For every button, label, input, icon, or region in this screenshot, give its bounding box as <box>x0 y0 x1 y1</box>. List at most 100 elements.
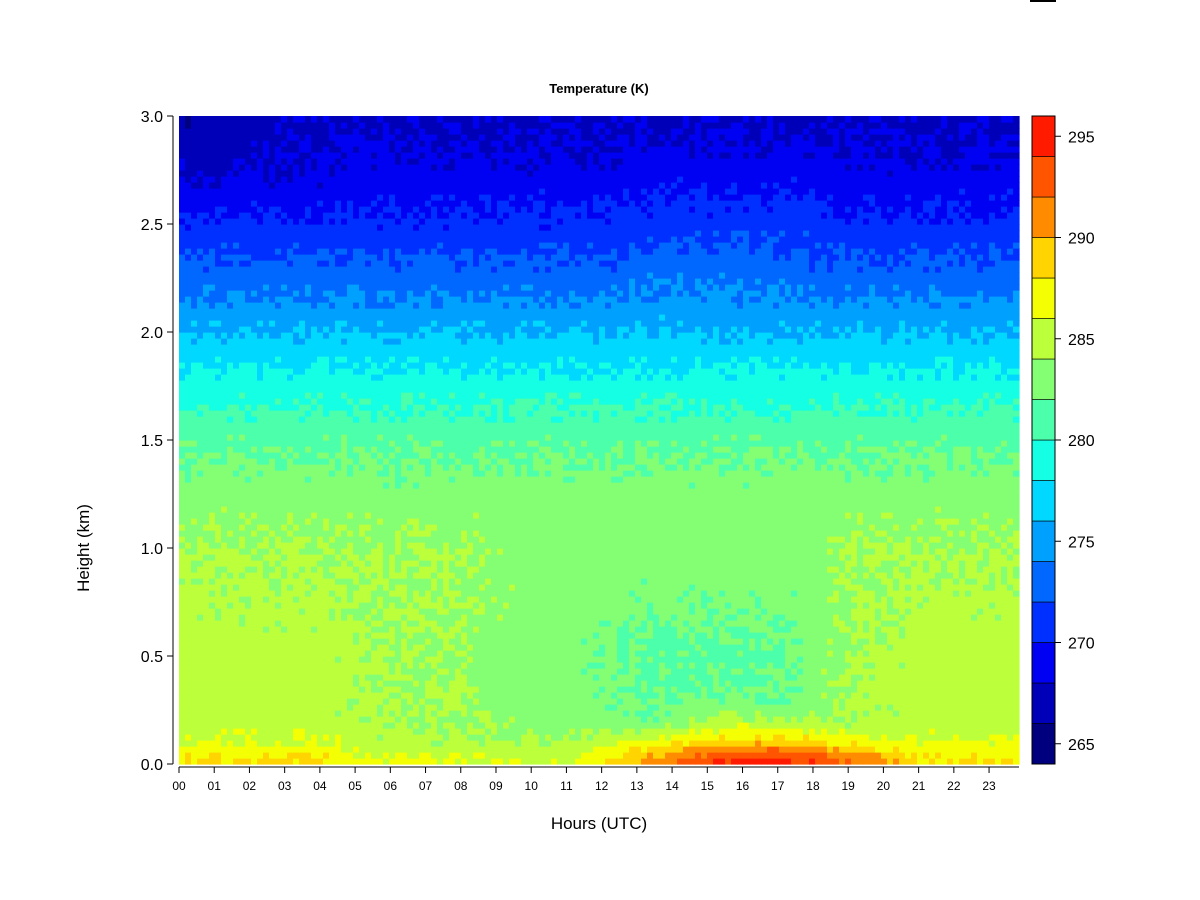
heatmap-cell <box>827 722 834 729</box>
heatmap-cell <box>869 626 876 633</box>
heatmap-cell <box>413 686 420 693</box>
heatmap-cell <box>989 728 996 735</box>
heatmap-cell <box>983 608 990 615</box>
heatmap-cell <box>743 632 750 639</box>
heatmap-cell <box>455 626 462 633</box>
heatmap-cell <box>239 602 246 609</box>
heatmap-cell <box>377 590 384 597</box>
heatmap-cell <box>329 656 336 663</box>
heatmap-cell <box>701 620 708 627</box>
heatmap-cell <box>473 704 480 711</box>
heatmap-cell <box>407 656 414 663</box>
heatmap-cell <box>941 572 948 579</box>
heatmap-cell <box>839 572 846 579</box>
heatmap-cell <box>275 758 282 765</box>
heatmap-cell <box>425 578 432 585</box>
heatmap-cell <box>503 644 510 651</box>
heatmap-cell <box>293 746 300 753</box>
heatmap-cell <box>449 698 456 705</box>
heatmap-cell <box>221 620 228 627</box>
heatmap-cell <box>185 692 192 699</box>
heatmap-cell <box>1013 716 1020 723</box>
heatmap-cell <box>341 644 348 651</box>
heatmap-cell <box>827 650 834 657</box>
heatmap-cell <box>605 716 612 723</box>
heatmap-cell <box>575 668 582 675</box>
heatmap-cell <box>215 656 222 663</box>
heatmap-cell <box>641 668 648 675</box>
heatmap-cell <box>833 644 840 651</box>
heatmap-cell <box>437 686 444 693</box>
heatmap-cell <box>851 674 858 681</box>
heatmap-cell <box>203 644 210 651</box>
heatmap-cell <box>989 668 996 675</box>
heatmap-cell <box>761 680 768 687</box>
heatmap-cell <box>317 752 324 759</box>
heatmap-cell <box>353 602 360 609</box>
heatmap-cell <box>641 572 648 579</box>
heatmap-cell <box>653 710 660 717</box>
heatmap-cell <box>431 698 438 705</box>
heatmap-cell <box>425 698 432 705</box>
heatmap-cell <box>485 620 492 627</box>
heatmap-cell <box>683 554 690 561</box>
heatmap-cell <box>593 554 600 561</box>
heatmap-cell <box>677 632 684 639</box>
heatmap-cell <box>245 734 252 741</box>
heatmap-cell <box>281 674 288 681</box>
heatmap-cell <box>695 680 702 687</box>
heatmap-cell <box>953 728 960 735</box>
heatmap-cell <box>1001 590 1008 597</box>
heatmap-cell <box>461 566 468 573</box>
heatmap-cell <box>395 608 402 615</box>
heatmap-cell <box>935 674 942 681</box>
heatmap-cell <box>437 650 444 657</box>
heatmap-cell <box>443 722 450 729</box>
heatmap-cell <box>185 674 192 681</box>
heatmap-cell <box>725 692 732 699</box>
heatmap-cell <box>551 578 558 585</box>
heatmap-cell <box>575 680 582 687</box>
heatmap-cell <box>683 728 690 735</box>
heatmap-cell <box>305 722 312 729</box>
heatmap-cell <box>929 656 936 663</box>
heatmap-cell <box>263 686 270 693</box>
heatmap-cell <box>911 674 918 681</box>
heatmap-cell <box>737 686 744 693</box>
heatmap-cell <box>341 698 348 705</box>
heatmap-cell <box>965 602 972 609</box>
heatmap-cell <box>953 578 960 585</box>
heatmap-cell <box>611 710 618 717</box>
heatmap-cell <box>719 752 726 759</box>
heatmap-cell <box>431 566 438 573</box>
heatmap-cell <box>719 620 726 627</box>
heatmap-cell <box>899 752 906 759</box>
heatmap-cell <box>731 644 738 651</box>
heatmap-cell <box>593 590 600 597</box>
heatmap-cell <box>737 626 744 633</box>
heatmap-cell <box>647 698 654 705</box>
heatmap-cell <box>953 752 960 759</box>
heatmap-cell <box>713 722 720 729</box>
heatmap-cell <box>419 668 426 675</box>
heatmap-cell <box>575 722 582 729</box>
heatmap-cell <box>701 548 708 555</box>
heatmap-cell <box>1001 650 1008 657</box>
heatmap-cell <box>293 704 300 711</box>
heatmap-cell <box>899 614 906 621</box>
heatmap-cell <box>905 674 912 681</box>
heatmap-cell <box>521 656 528 663</box>
heatmap-cell <box>689 758 696 765</box>
heatmap-cell <box>815 752 822 759</box>
heatmap-cell <box>581 692 588 699</box>
heatmap-cell <box>863 620 870 627</box>
heatmap-cell <box>833 752 840 759</box>
heatmap-cell <box>197 698 204 705</box>
heatmap-cell <box>323 602 330 609</box>
heatmap-cell <box>473 644 480 651</box>
heatmap-cell <box>773 656 780 663</box>
heatmap-cell <box>1013 602 1020 609</box>
heatmap-cell <box>809 584 816 591</box>
heatmap-cell <box>233 662 240 669</box>
heatmap-cell <box>719 638 726 645</box>
